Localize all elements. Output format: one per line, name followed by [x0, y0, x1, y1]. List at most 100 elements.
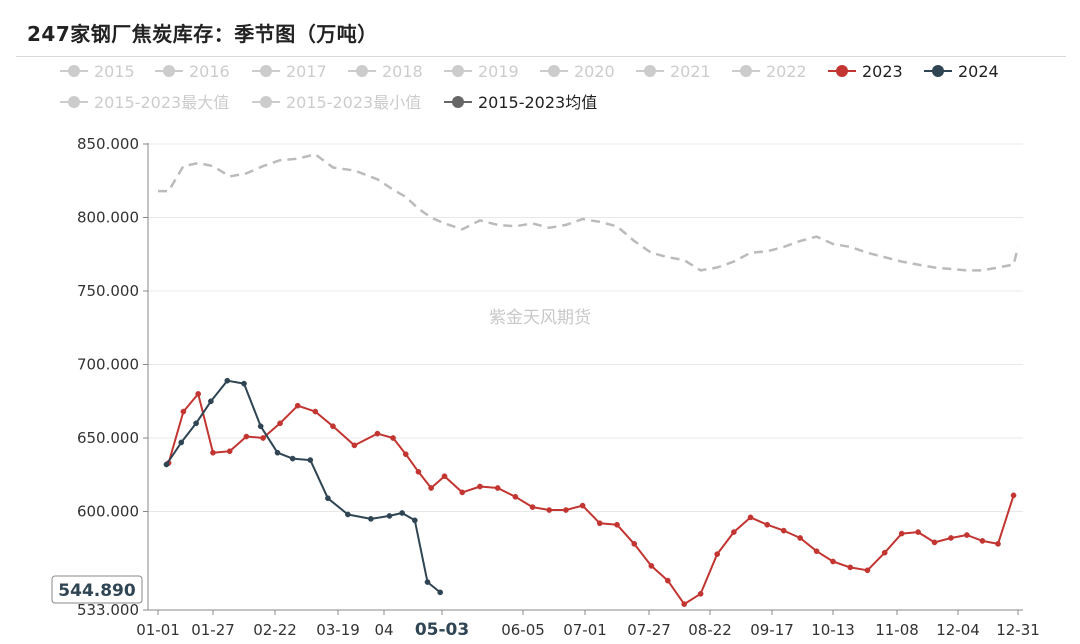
- data-point-2023-40[interactable]: [830, 558, 836, 565]
- x-tick-label-1: 01-27: [191, 621, 235, 639]
- legend-item-4[interactable]: 2019: [478, 62, 519, 81]
- data-point-2024-7[interactable]: [274, 449, 281, 456]
- legend-item-8[interactable]: 2023: [862, 62, 903, 81]
- legend-marker-1[interactable]: [163, 65, 175, 77]
- data-point-2023-49[interactable]: [979, 538, 986, 544]
- legend-marker-12[interactable]: [452, 96, 464, 108]
- data-point-2023-13[interactable]: [390, 435, 396, 441]
- data-point-2023-35[interactable]: [747, 514, 754, 521]
- data-point-2023-33[interactable]: [714, 551, 721, 557]
- data-point-2023-30[interactable]: [664, 577, 671, 584]
- data-point-2023-39[interactable]: [813, 548, 820, 555]
- legend-item-9[interactable]: 2024: [958, 62, 999, 81]
- data-point-2024-10[interactable]: [325, 495, 331, 502]
- x-tick-label-5: 05-03: [415, 620, 469, 640]
- data-point-2023-10[interactable]: [330, 423, 336, 430]
- data-point-2023-41[interactable]: [847, 564, 854, 571]
- data-point-2023-14[interactable]: [402, 451, 409, 458]
- legend-marker-9[interactable]: [932, 65, 944, 77]
- data-point-2023-6[interactable]: [260, 435, 266, 441]
- data-point-2024-14[interactable]: [399, 510, 405, 516]
- legend-item-1[interactable]: 2016: [189, 62, 230, 81]
- data-point-2023-25[interactable]: [579, 502, 586, 509]
- data-point-2023-17[interactable]: [441, 473, 448, 480]
- legend-item-10[interactable]: 2015-2023最大值: [94, 93, 229, 112]
- data-point-2024-9[interactable]: [307, 457, 314, 463]
- data-point-2023-50[interactable]: [995, 541, 1001, 547]
- legend-marker-2[interactable]: [260, 65, 272, 77]
- data-point-2023-44[interactable]: [898, 530, 905, 537]
- legend-marker-11[interactable]: [260, 96, 272, 108]
- data-point-2024-17[interactable]: [437, 589, 444, 596]
- data-point-2023-19[interactable]: [477, 483, 483, 490]
- data-point-2023-11[interactable]: [351, 442, 358, 449]
- legend-marker-10[interactable]: [68, 96, 80, 108]
- data-point-2024-3[interactable]: [208, 398, 214, 405]
- data-point-2023-4[interactable]: [226, 448, 233, 455]
- data-point-2023-37[interactable]: [780, 527, 787, 534]
- data-point-2023-22[interactable]: [529, 504, 536, 510]
- data-point-2023-42[interactable]: [864, 567, 871, 574]
- data-point-2023-15[interactable]: [415, 468, 422, 475]
- legend-marker-3[interactable]: [356, 65, 368, 77]
- title-divider: [16, 56, 1066, 57]
- data-point-2023-9[interactable]: [312, 408, 319, 415]
- legend-marker-6[interactable]: [644, 65, 656, 77]
- data-point-2023-20[interactable]: [494, 485, 501, 491]
- data-point-2023-24[interactable]: [563, 507, 569, 513]
- data-point-2023-45[interactable]: [915, 529, 921, 535]
- data-point-2024-4[interactable]: [224, 377, 231, 384]
- data-point-2024-2[interactable]: [193, 420, 199, 427]
- data-point-2023-3[interactable]: [210, 449, 216, 456]
- data-point-2023-12[interactable]: [374, 430, 381, 437]
- data-point-2023-46[interactable]: [931, 539, 938, 546]
- data-point-2023-5[interactable]: [243, 433, 250, 440]
- data-point-2023-32[interactable]: [697, 590, 704, 597]
- data-point-2024-13[interactable]: [386, 513, 393, 519]
- legend-marker-7[interactable]: [740, 65, 752, 77]
- x-tick-label-11: 10-13: [811, 621, 855, 639]
- data-point-2024-8[interactable]: [289, 455, 296, 462]
- data-point-2024-11[interactable]: [345, 511, 351, 518]
- data-point-2024-5[interactable]: [241, 380, 247, 387]
- legend-item-12[interactable]: 2015-2023均值: [478, 93, 597, 112]
- data-point-2023-28[interactable]: [631, 541, 638, 547]
- data-point-2023-27[interactable]: [614, 521, 620, 528]
- legend-item-0[interactable]: 2015: [94, 62, 135, 81]
- legend-item-5[interactable]: 2020: [574, 62, 615, 81]
- data-point-2024-15[interactable]: [411, 517, 418, 524]
- data-point-2023-48[interactable]: [964, 532, 970, 538]
- data-point-2023-21[interactable]: [512, 493, 519, 500]
- data-point-2023-51[interactable]: [1010, 492, 1017, 499]
- legend-marker-5[interactable]: [548, 65, 560, 77]
- data-point-2024-6[interactable]: [257, 423, 264, 430]
- data-point-2023-8[interactable]: [294, 402, 301, 409]
- data-point-2023-47[interactable]: [948, 535, 954, 541]
- data-point-2023-36[interactable]: [764, 521, 771, 528]
- data-point-2024-0[interactable]: [163, 461, 170, 468]
- data-point-2023-2[interactable]: [195, 391, 202, 397]
- data-point-2023-1[interactable]: [180, 408, 187, 415]
- data-point-2024-1[interactable]: [178, 439, 185, 446]
- data-point-2024-16[interactable]: [424, 579, 431, 585]
- data-point-2023-31[interactable]: [681, 601, 688, 607]
- data-point-2023-26[interactable]: [596, 520, 603, 527]
- data-point-2023-38[interactable]: [797, 535, 804, 541]
- data-point-2023-23[interactable]: [546, 507, 553, 513]
- data-point-2023-43[interactable]: [881, 549, 888, 556]
- legend-item-7[interactable]: 2022: [766, 62, 807, 81]
- data-point-2024-12[interactable]: [368, 516, 374, 522]
- legend-item-3[interactable]: 2018: [382, 62, 423, 81]
- legend-item-11[interactable]: 2015-2023最小值: [286, 93, 421, 112]
- data-point-2023-18[interactable]: [459, 489, 466, 496]
- data-point-2023-29[interactable]: [648, 563, 655, 569]
- data-point-2023-34[interactable]: [730, 529, 737, 535]
- data-point-2023-7[interactable]: [277, 420, 283, 427]
- legend-item-2[interactable]: 2017: [286, 62, 327, 81]
- legend-item-6[interactable]: 2021: [670, 62, 711, 81]
- legend-marker-4[interactable]: [452, 65, 464, 77]
- legend-marker-8[interactable]: [836, 65, 848, 77]
- legend-marker-0[interactable]: [68, 65, 80, 77]
- data-point-2023-16[interactable]: [428, 485, 434, 491]
